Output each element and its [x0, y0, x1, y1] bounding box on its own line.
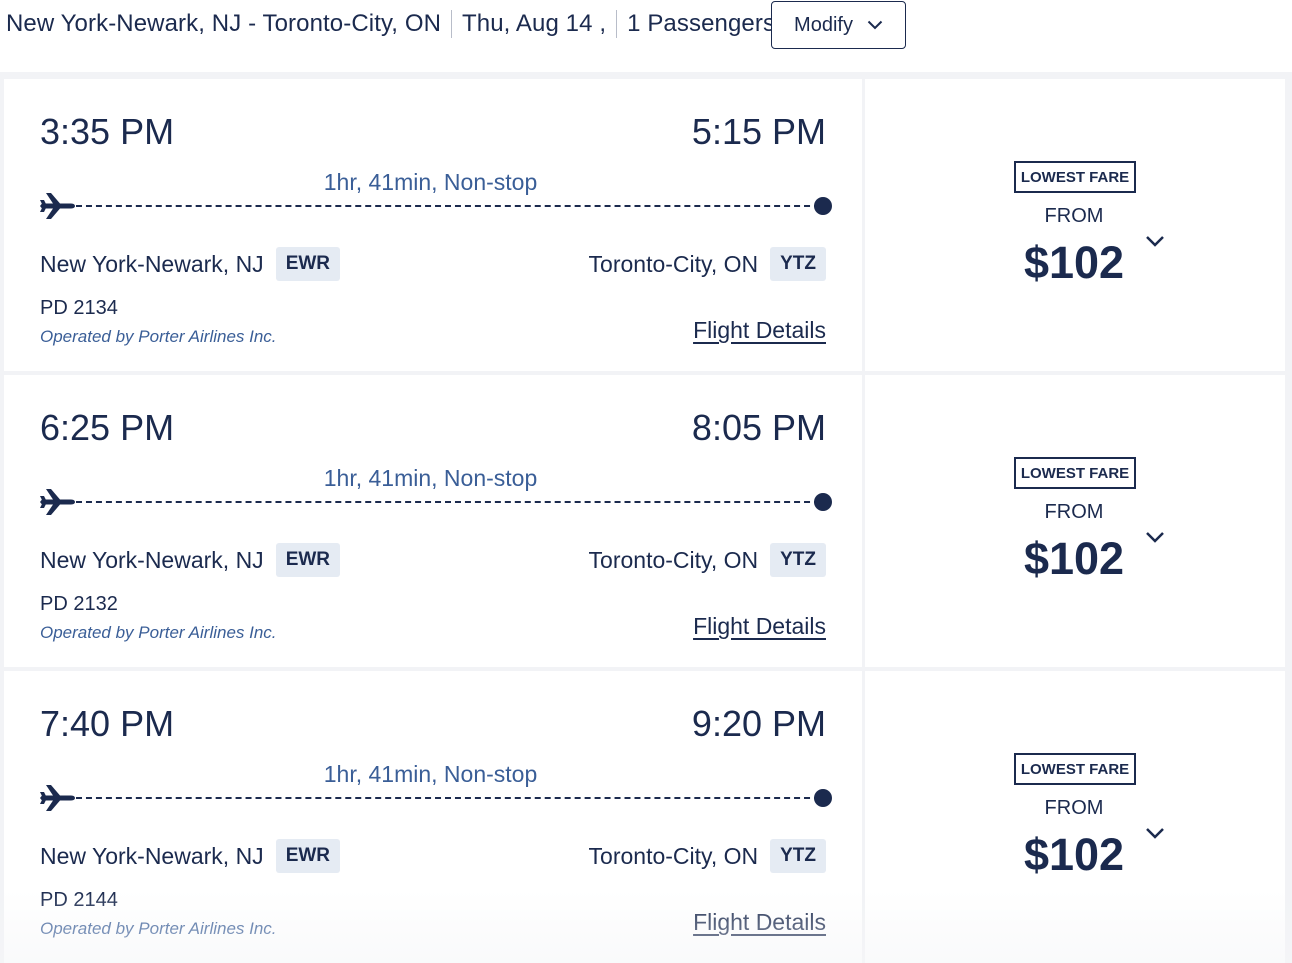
route-dashes [76, 501, 820, 503]
destination-city: Toronto-City, ON [588, 250, 759, 277]
departure-time: 3:35 PM [40, 111, 175, 152]
flight-duration: 1hr, 41min, Non-stop [323, 169, 538, 195]
destination: Toronto-City, ON YTZ [589, 247, 826, 281]
lowest-fare-badge: LOWEST FARE [1014, 457, 1136, 489]
chevron-down-icon [867, 20, 883, 30]
destination-city: Toronto-City, ON [588, 842, 759, 869]
destination: Toronto-City, ON YTZ [589, 543, 826, 577]
from-label: FROM [1044, 501, 1104, 523]
divider [616, 10, 618, 38]
search-summary: New York-Newark, NJ - Toronto-City, ON T… [6, 10, 775, 38]
destination-dot [814, 789, 832, 807]
divider [451, 10, 453, 38]
from-label: FROM [1044, 205, 1104, 227]
destination-code: YTZ [770, 247, 826, 281]
arrival-time: 9:20 PM [691, 703, 826, 744]
route-line [40, 191, 832, 221]
chevron-down-icon[interactable] [1145, 234, 1165, 248]
destination-dot [814, 197, 832, 215]
route-dashes [76, 205, 820, 207]
flight-duration: 1hr, 41min, Non-stop [323, 761, 538, 787]
origin-city: New York-Newark, NJ [40, 250, 264, 277]
chevron-down-icon[interactable] [1145, 826, 1165, 840]
fare-panel[interactable]: LOWEST FARE FROM $102 [865, 671, 1285, 963]
lowest-fare-badge: LOWEST FARE [1014, 161, 1136, 193]
destination-code: YTZ [770, 543, 826, 577]
operated-by: Operated by Porter Airlines Inc. [40, 327, 277, 346]
airplane-icon [40, 489, 75, 515]
origin: New York-Newark, NJ EWR [40, 543, 341, 577]
chevron-down-icon[interactable] [1145, 530, 1165, 544]
origin-code: EWR [275, 839, 341, 873]
airplane-icon [40, 785, 75, 811]
fare-panel[interactable]: LOWEST FARE FROM $102 [865, 79, 1285, 371]
fare-price: $102 [1023, 237, 1125, 288]
flight-details-link[interactable]: Flight Details [693, 317, 826, 343]
route-dashes [76, 797, 820, 799]
destination: Toronto-City, ON YTZ [589, 839, 826, 873]
origin-code: EWR [275, 247, 341, 281]
destination-dot [814, 493, 832, 511]
flight-number: PD 2144 [40, 889, 118, 911]
origin-city: New York-Newark, NJ [40, 842, 264, 869]
fare-price: $102 [1023, 533, 1125, 584]
date-summary: Thu, Aug 14 , [462, 10, 607, 37]
origin: New York-Newark, NJ EWR [40, 247, 341, 281]
flight-card: 6:25 PM 8:05 PM 1hr, 41min, Non-stop New… [4, 375, 862, 667]
flight-card: 7:40 PM 9:20 PM 1hr, 41min, Non-stop New… [4, 671, 862, 963]
flight-details-link[interactable]: Flight Details [693, 613, 826, 639]
flight-details-link[interactable]: Flight Details [693, 909, 826, 935]
fare-panel[interactable]: LOWEST FARE FROM $102 [865, 375, 1285, 667]
operated-by: Operated by Porter Airlines Inc. [40, 919, 277, 938]
modify-button[interactable]: Modify [771, 1, 906, 49]
destination-city: Toronto-City, ON [588, 546, 759, 573]
lowest-fare-badge: LOWEST FARE [1014, 753, 1136, 785]
route-line [40, 487, 832, 517]
origin: New York-Newark, NJ EWR [40, 839, 341, 873]
flight-number: PD 2132 [40, 593, 118, 615]
search-summary-bar: New York-Newark, NJ - Toronto-City, ON T… [0, 0, 1292, 72]
flight-duration: 1hr, 41min, Non-stop [323, 465, 538, 491]
destination-code: YTZ [770, 839, 826, 873]
modify-label: Modify [794, 13, 853, 36]
departure-time: 7:40 PM [40, 703, 175, 744]
fare-price: $102 [1023, 829, 1125, 880]
passengers-summary: 1 Passengers [627, 10, 776, 37]
airplane-icon [40, 193, 75, 219]
flight-card: 3:35 PM 5:15 PM 1hr, 41min, Non-stop New… [4, 79, 862, 371]
operated-by: Operated by Porter Airlines Inc. [40, 623, 277, 642]
flight-number: PD 2134 [40, 297, 118, 319]
origin-code: EWR [275, 543, 341, 577]
origin-city: New York-Newark, NJ [40, 546, 264, 573]
from-label: FROM [1044, 797, 1104, 819]
arrival-time: 5:15 PM [691, 111, 826, 152]
route-summary: New York-Newark, NJ - Toronto-City, ON [6, 10, 442, 37]
departure-time: 6:25 PM [40, 407, 175, 448]
route-line [40, 783, 832, 813]
arrival-time: 8:05 PM [691, 407, 826, 448]
